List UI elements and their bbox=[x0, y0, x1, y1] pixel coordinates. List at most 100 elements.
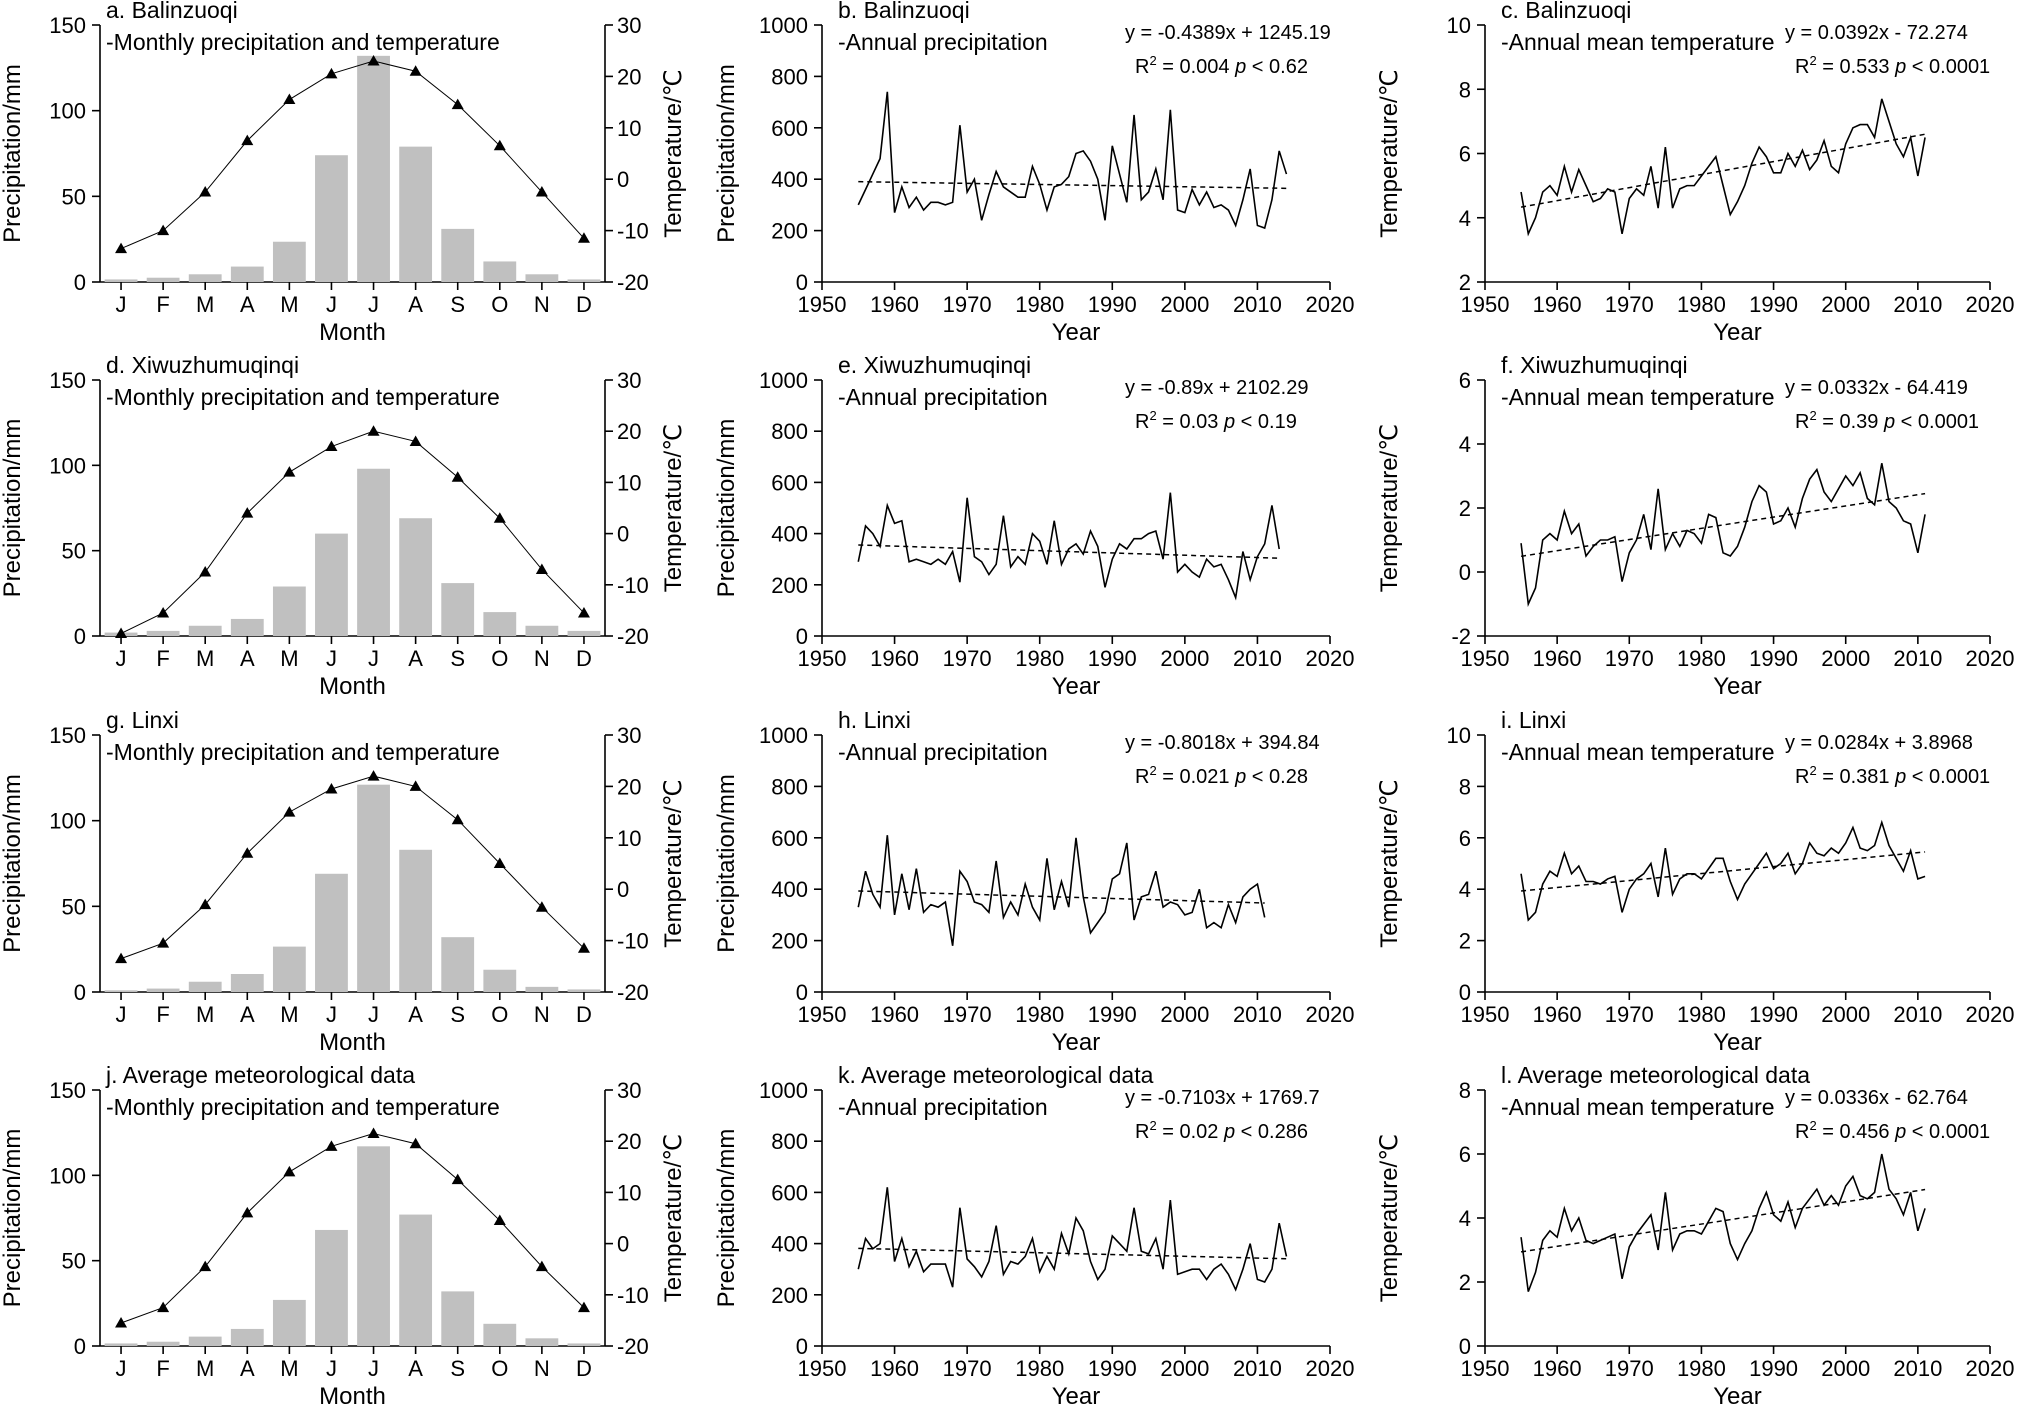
y-tick-label: 0 bbox=[1459, 1334, 1471, 1359]
precip-bar bbox=[567, 630, 601, 636]
x-tick-label: 2010 bbox=[1233, 292, 1282, 317]
x-tick-label: 1960 bbox=[870, 292, 919, 317]
precip-bar bbox=[315, 155, 348, 282]
trend-line bbox=[1520, 1188, 1926, 1253]
regression-equation: y = -0.7103x + 1769.7 bbox=[1125, 1087, 1320, 1109]
y-tick-label: 2 bbox=[1459, 496, 1471, 521]
temperature-marker bbox=[493, 512, 506, 523]
panel-subtitle: -Annual precipitation bbox=[838, 384, 1048, 410]
y-tick-label: 100 bbox=[49, 453, 86, 478]
x-tick-label: 1990 bbox=[1749, 1002, 1798, 1027]
x-tick-label: 1980 bbox=[1015, 1002, 1064, 1027]
x-tick-label: 1990 bbox=[1088, 1002, 1137, 1027]
x-tick-label: 1960 bbox=[870, 1002, 919, 1027]
x-tick-label: 2000 bbox=[1821, 292, 1870, 317]
y-axis-title: Precipitation/mm bbox=[713, 1129, 740, 1308]
p-value: < 0.19 bbox=[1235, 411, 1297, 433]
trend-line bbox=[858, 180, 1287, 190]
x-tick-label: 1980 bbox=[1015, 1356, 1064, 1381]
regression-equation: y = 0.0284x + 3.8968 bbox=[1785, 732, 1973, 754]
temperature-marker bbox=[367, 770, 380, 781]
x-axis-title: Month bbox=[319, 319, 386, 346]
temperature-marker bbox=[535, 186, 548, 197]
y2-tick-label: 0 bbox=[617, 877, 629, 902]
temperature-marker bbox=[325, 440, 338, 452]
annual-series-line bbox=[857, 1187, 1288, 1292]
r-superscript: 2 bbox=[1809, 1118, 1816, 1133]
y-tick-label: 6 bbox=[1459, 368, 1471, 393]
precip-bar bbox=[483, 612, 517, 636]
regression-equation: y = -0.89x + 2102.29 bbox=[1125, 377, 1308, 399]
r-label: R bbox=[1135, 766, 1149, 788]
y-tick-label: 6 bbox=[1459, 826, 1471, 851]
y2-tick-label: 0 bbox=[617, 167, 629, 192]
panel-subtitle: -Annual mean temperature bbox=[1501, 29, 1775, 55]
y-tick-label: 0 bbox=[796, 270, 808, 295]
trend-line bbox=[858, 1247, 1287, 1260]
x-tick-label: 2000 bbox=[1821, 1356, 1870, 1381]
y-tick-label: 100 bbox=[49, 99, 86, 124]
y-tick-label: 50 bbox=[62, 184, 86, 209]
y-tick-label: 400 bbox=[771, 1232, 808, 1257]
x-tick-label: 1950 bbox=[798, 292, 847, 317]
x-tick-label: 2010 bbox=[1893, 292, 1942, 317]
y2-tick-label: -10 bbox=[617, 219, 649, 244]
x-tick-label: J bbox=[326, 1356, 337, 1381]
y-tick-label: 150 bbox=[49, 13, 86, 38]
y2-tick-label: 30 bbox=[617, 368, 641, 393]
precip-bar bbox=[272, 241, 306, 282]
y-tick-label: 200 bbox=[771, 929, 808, 954]
temperature-marker bbox=[199, 1260, 212, 1272]
precip-bar bbox=[483, 1323, 517, 1346]
x-tick-label: 2020 bbox=[1966, 1002, 2015, 1027]
y-tick-label: 400 bbox=[771, 522, 808, 547]
temperature-marker bbox=[325, 1140, 338, 1151]
precip-bar bbox=[104, 990, 138, 992]
panel-title: h. Linxi bbox=[838, 707, 911, 733]
x-tick-label: M bbox=[196, 292, 214, 317]
y-tick-label: 50 bbox=[62, 894, 86, 919]
x-tick-label: 1950 bbox=[1461, 646, 1510, 671]
x-tick-label: 2020 bbox=[1306, 646, 1355, 671]
x-tick-label: 2000 bbox=[1160, 646, 1209, 671]
p-label: p bbox=[1223, 1121, 1235, 1143]
y-tick-label: 800 bbox=[771, 64, 808, 89]
r-label: R bbox=[1795, 1121, 1809, 1143]
precip-bar bbox=[146, 1341, 180, 1346]
x-axis-title: Year bbox=[1052, 1029, 1101, 1056]
x-tick-label: 1960 bbox=[1533, 1356, 1582, 1381]
annual-series-line bbox=[1520, 819, 1926, 922]
r-squared-text: R2 = 0.004 p < 0.62 bbox=[1135, 53, 1308, 78]
x-tick-label: D bbox=[576, 1002, 592, 1027]
precip-bar bbox=[441, 228, 475, 282]
y-tick-label: 800 bbox=[771, 1129, 808, 1154]
y-tick-label: 2 bbox=[1459, 929, 1471, 954]
r-superscript: 2 bbox=[1149, 408, 1156, 423]
x-tick-label: D bbox=[576, 1356, 592, 1381]
temperature-marker bbox=[493, 139, 506, 151]
x-tick-label: M bbox=[196, 1356, 214, 1381]
y2-tick-label: -10 bbox=[617, 929, 649, 954]
x-tick-label: 1980 bbox=[1677, 1356, 1726, 1381]
temperature-marker bbox=[283, 93, 296, 105]
x-axis-title: Year bbox=[1713, 319, 1762, 346]
r-squared-value: = 0.004 bbox=[1157, 56, 1235, 78]
y-tick-label: 0 bbox=[796, 624, 808, 649]
precip-bar bbox=[441, 937, 475, 992]
y-axis-title: Precipitation/mm bbox=[713, 64, 740, 243]
p-value: < 0.0001 bbox=[1906, 56, 1990, 78]
x-tick-label: 1970 bbox=[943, 1356, 992, 1381]
regression-equation: y = -0.4389x + 1245.19 bbox=[1125, 22, 1331, 44]
precip-bar bbox=[441, 1291, 475, 1346]
precip-bar bbox=[525, 1338, 559, 1346]
x-tick-label: 1970 bbox=[1605, 1356, 1654, 1381]
y-tick-label: 800 bbox=[771, 774, 808, 799]
temperature-marker bbox=[409, 435, 422, 446]
precip-bar bbox=[525, 625, 559, 636]
x-tick-label: 1990 bbox=[1749, 292, 1798, 317]
x-tick-label: M bbox=[280, 292, 298, 317]
temperature-marker bbox=[241, 847, 254, 858]
precip-bar bbox=[230, 618, 264, 636]
regression-equation: y = 0.0336x - 62.764 bbox=[1785, 1087, 1968, 1109]
x-tick-label: N bbox=[534, 646, 550, 671]
